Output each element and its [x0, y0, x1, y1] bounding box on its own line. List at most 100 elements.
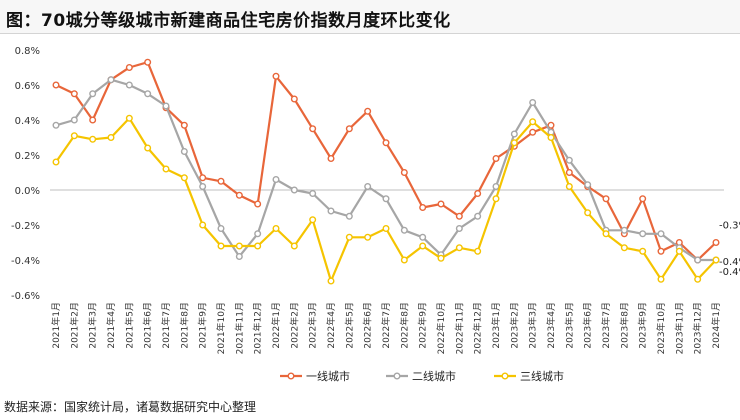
data-point	[290, 95, 298, 103]
x-tick-label: 2023年10月	[655, 302, 667, 354]
data-point	[107, 133, 115, 141]
data-point	[547, 121, 555, 129]
data-point	[382, 224, 390, 232]
x-tick-label: 2021年6月	[142, 302, 154, 349]
data-source-note: 数据来源：国家统计局，诸葛数据研究中心整理	[4, 400, 257, 414]
data-point	[89, 135, 97, 143]
data-point	[327, 154, 335, 162]
data-point	[639, 195, 647, 203]
x-tick-label: 2023年9月	[637, 302, 649, 349]
data-point	[712, 256, 720, 264]
data-point	[400, 226, 408, 234]
x-tick-label: 2022年3月	[307, 302, 319, 349]
data-point	[89, 90, 97, 98]
x-tick-label: 2022年5月	[343, 302, 355, 349]
x-tick-label: 2022年1月	[270, 302, 282, 349]
legend-marker	[501, 372, 509, 380]
data-point	[309, 189, 317, 197]
data-point	[144, 90, 152, 98]
data-point	[327, 277, 335, 285]
data-point	[217, 242, 225, 250]
data-point	[52, 158, 60, 166]
end-value-label: -0.4%	[719, 267, 740, 278]
data-point	[694, 256, 702, 264]
data-point	[144, 58, 152, 66]
y-tick-label: 0.0%	[15, 186, 40, 197]
data-point	[657, 230, 665, 238]
legend-marker	[287, 372, 295, 380]
data-point	[419, 233, 427, 241]
data-point	[345, 125, 353, 133]
data-point	[529, 98, 537, 106]
data-point	[400, 256, 408, 264]
x-tick-label: 2023年8月	[618, 302, 630, 349]
x-tick-label: 2023年1月	[490, 302, 502, 349]
x-tick-label: 2021年7月	[160, 302, 172, 349]
data-point	[474, 189, 482, 197]
data-point	[602, 195, 610, 203]
x-tick-label: 2021年10月	[215, 302, 227, 354]
x-tick-label: 2022年10月	[435, 302, 447, 354]
data-point	[400, 168, 408, 176]
data-point	[455, 244, 463, 252]
data-point	[235, 252, 243, 260]
data-point	[125, 81, 133, 89]
x-tick-label: 2022年11月	[453, 302, 465, 354]
data-point	[364, 107, 372, 115]
data-point	[254, 230, 262, 238]
data-point	[620, 226, 628, 234]
x-tick-label: 2022年8月	[398, 302, 410, 349]
data-point	[474, 212, 482, 220]
data-point	[180, 147, 188, 155]
data-point	[565, 156, 573, 164]
x-tick-label: 2022年12月	[472, 302, 484, 354]
data-point	[474, 247, 482, 255]
x-tick-label: 2023年4月	[545, 302, 557, 349]
data-point	[657, 247, 665, 255]
data-point	[254, 200, 262, 208]
data-point	[235, 191, 243, 199]
data-point	[217, 177, 225, 185]
data-point	[199, 182, 207, 190]
data-point	[272, 175, 280, 183]
legend-marker	[393, 372, 401, 380]
data-point	[327, 207, 335, 215]
data-point	[510, 139, 518, 147]
data-point	[547, 133, 555, 141]
x-tick-label: 2021年4月	[105, 302, 117, 349]
data-point	[290, 186, 298, 194]
data-point	[437, 254, 445, 262]
x-tick-label: 2022年4月	[325, 302, 337, 349]
y-tick-label: -0.2%	[11, 221, 40, 232]
x-tick-label: 2021年5月	[123, 302, 135, 349]
x-tick-label: 2023年2月	[508, 302, 520, 349]
y-tick-label: 0.2%	[15, 151, 40, 162]
x-tick-label: 2021年12月	[252, 302, 264, 354]
x-tick-label: 2023年12月	[692, 302, 704, 354]
data-point	[675, 247, 683, 255]
x-tick-label: 2022年9月	[417, 302, 429, 349]
y-tick-label: 0.4%	[15, 116, 40, 127]
data-point	[125, 114, 133, 122]
data-point	[199, 221, 207, 229]
data-point	[199, 174, 207, 182]
end-value-label: -0.3%	[719, 221, 740, 232]
y-tick-label: -0.6%	[11, 291, 40, 302]
data-point	[565, 168, 573, 176]
data-point	[492, 182, 500, 190]
x-tick-label: 2023年6月	[582, 302, 594, 349]
data-point	[382, 195, 390, 203]
data-point	[437, 200, 445, 208]
data-point	[70, 116, 78, 124]
y-tick-label: 0.6%	[15, 81, 40, 92]
data-point	[639, 247, 647, 255]
data-point	[694, 275, 702, 283]
data-point	[254, 242, 262, 250]
x-tick-label: 2021年8月	[178, 302, 190, 349]
data-point	[217, 224, 225, 232]
x-tick-label: 2021年9月	[197, 302, 209, 349]
data-point	[89, 116, 97, 124]
end-value-label: -0.4%	[719, 257, 740, 268]
